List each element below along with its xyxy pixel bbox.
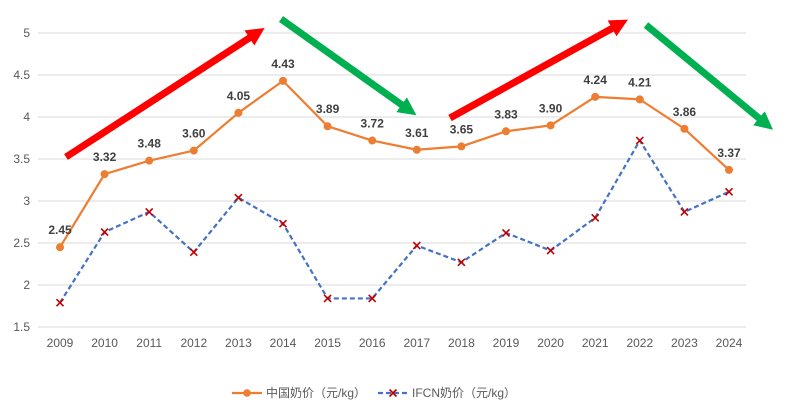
legend-item-china: 中国奶价（元/kg） <box>232 385 366 400</box>
trend-arrows <box>64 16 774 160</box>
data-label: 3.32 <box>93 150 117 164</box>
data-label: 3.37 <box>717 146 741 160</box>
data-point-china <box>56 243 64 252</box>
x-tick-label: 2017 <box>403 336 430 350</box>
data-point-china <box>279 76 287 85</box>
data-point-ifcn <box>591 213 600 222</box>
data-label: 3.48 <box>138 137 162 151</box>
data-labels: 2.45 3.32 3.48 3.60 4.05 4.43 3.89 3.72 3.61 3.65… <box>48 57 741 237</box>
x-tick-label: 2011 <box>136 336 162 350</box>
x-axis-ticks: 2009 2010 2011 2012 2013 2014 2015 2016 2017 2018… <box>47 336 743 350</box>
y-tick-label: 3 <box>23 194 30 208</box>
data-point-china <box>412 145 421 154</box>
data-point-ifcn <box>635 136 644 145</box>
data-label: 4.43 <box>271 57 295 71</box>
data-point-china <box>100 170 109 179</box>
data-point-china <box>635 95 644 104</box>
y-tick-label: 1.5 <box>13 320 30 334</box>
data-point-ifcn <box>412 241 421 250</box>
data-label: 4.05 <box>227 89 251 103</box>
data-point-china <box>457 142 466 151</box>
trend-arrow-up-icon <box>448 19 628 122</box>
data-point-china <box>725 165 733 174</box>
data-point-ifcn <box>100 228 109 237</box>
x-tick-label: 2012 <box>180 336 207 350</box>
series-line-china <box>59 79 730 248</box>
trend-arrow-down-icon <box>643 22 774 130</box>
legend-label-china: 中国奶价（元/kg） <box>266 385 366 400</box>
data-point-china <box>323 122 332 131</box>
data-point-china <box>680 124 689 133</box>
data-label: 3.90 <box>539 101 563 115</box>
x-tick-label: 2024 <box>716 336 743 350</box>
y-tick-label: 2.5 <box>13 236 30 250</box>
x-tick-label: 2014 <box>270 336 297 350</box>
data-point-ifcn <box>680 207 689 216</box>
data-point-ifcn <box>55 298 65 307</box>
data-label: 3.61 <box>405 126 429 140</box>
data-point-ifcn <box>546 246 555 255</box>
data-label: 2.45 <box>48 223 72 237</box>
x-tick-label: 2015 <box>314 336 341 350</box>
x-tick-label: 2020 <box>537 336 564 350</box>
series-lines <box>59 79 730 304</box>
data-point-ifcn <box>323 294 332 303</box>
data-point-ifcn <box>145 207 154 216</box>
data-point-ifcn <box>189 248 198 257</box>
data-point-china <box>368 136 377 145</box>
data-point-china <box>591 92 600 101</box>
x-tick-label: 2022 <box>626 336 653 350</box>
data-label: 3.86 <box>673 105 697 119</box>
series-markers <box>55 76 734 307</box>
legend-marker-circle-icon <box>243 389 251 397</box>
data-point-ifcn <box>457 258 466 267</box>
data-label: 3.72 <box>361 117 385 131</box>
y-tick-label: 5 <box>23 26 30 40</box>
x-tick-label: 2019 <box>493 336 520 350</box>
legend-item-ifcn: IFCN奶价（元/kg） <box>378 386 516 400</box>
legend-marker-x-icon <box>388 388 398 398</box>
x-tick-label: 2023 <box>671 336 698 350</box>
data-label: 3.60 <box>182 127 206 141</box>
y-tick-label: 3.5 <box>13 152 30 166</box>
data-point-china <box>502 127 510 136</box>
data-point-china <box>546 121 555 130</box>
data-label: 4.24 <box>584 73 608 87</box>
data-label: 3.83 <box>494 107 518 121</box>
x-tick-label: 2016 <box>359 336 386 350</box>
data-point-ifcn <box>368 294 377 303</box>
x-tick-label: 2009 <box>47 336 74 350</box>
series-line-ifcn <box>59 139 730 304</box>
data-label: 4.21 <box>628 75 652 89</box>
x-tick-label: 2013 <box>225 336 252 350</box>
x-tick-label: 2018 <box>448 336 475 350</box>
x-tick-label: 2010 <box>91 336 118 350</box>
data-point-china <box>234 108 243 117</box>
x-tick-label: 2021 <box>582 336 609 350</box>
y-tick-label: 4.5 <box>13 68 30 82</box>
y-tick-label: 4 <box>23 110 30 124</box>
data-point-china <box>145 156 154 165</box>
data-point-ifcn <box>234 193 243 202</box>
y-axis-ticks: 1.5 2 2.5 3 3.5 4 4.5 5 <box>13 26 30 334</box>
data-point-ifcn <box>278 219 288 228</box>
legend-label-ifcn: IFCN奶价（元/kg） <box>412 386 516 400</box>
data-point-ifcn <box>501 228 511 237</box>
data-label: 3.89 <box>316 102 340 116</box>
data-point-china <box>189 146 198 155</box>
trend-arrow-down-icon <box>278 16 417 116</box>
trend-arrow-up-icon <box>64 28 265 160</box>
y-tick-label: 2 <box>23 278 30 292</box>
data-point-ifcn <box>724 187 734 196</box>
data-label: 3.65 <box>450 122 474 136</box>
legend: 中国奶价（元/kg） IFCN奶价（元/kg） <box>232 385 516 400</box>
